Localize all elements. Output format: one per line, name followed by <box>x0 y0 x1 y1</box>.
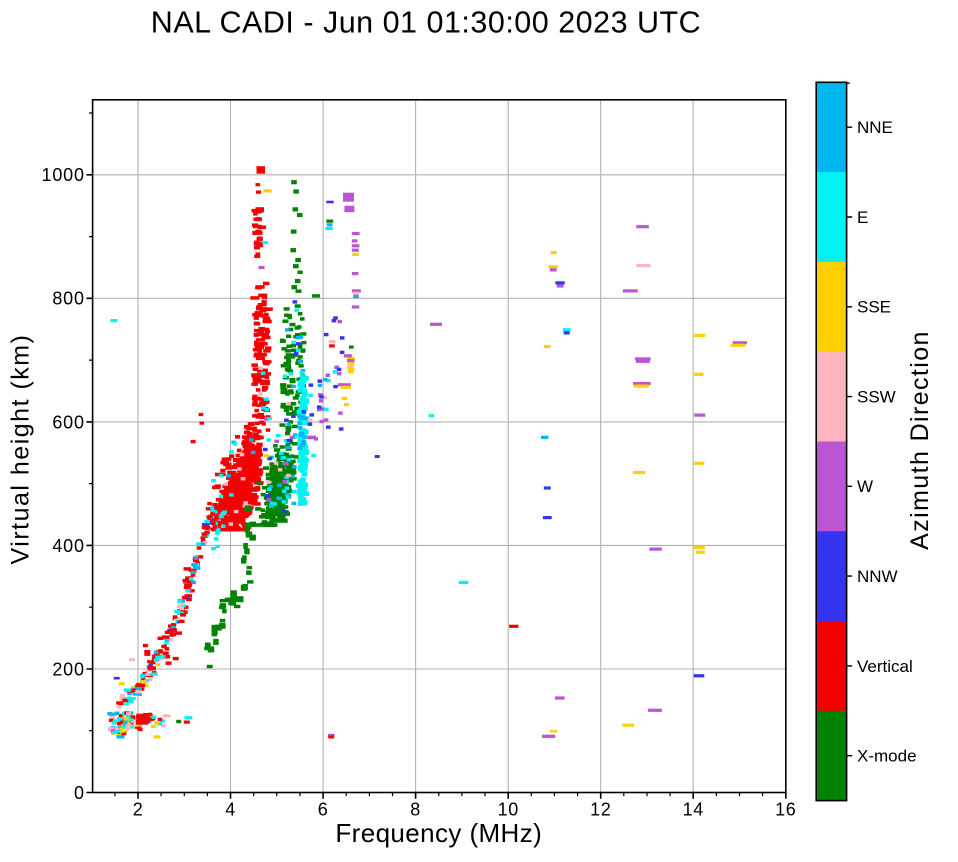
svg-text:W: W <box>857 477 873 496</box>
svg-text:1000: 1000 <box>42 165 85 185</box>
svg-text:2: 2 <box>133 799 144 819</box>
svg-text:0: 0 <box>74 783 85 803</box>
svg-text:10: 10 <box>498 799 519 819</box>
svg-text:8: 8 <box>410 799 421 819</box>
svg-text:Vertical: Vertical <box>857 657 913 676</box>
svg-text:X-mode: X-mode <box>857 747 917 766</box>
svg-text:600: 600 <box>52 412 84 432</box>
svg-text:4: 4 <box>225 799 236 819</box>
svg-text:SSW: SSW <box>857 388 896 407</box>
svg-text:Virtual height (km): Virtual height (km) <box>7 334 35 565</box>
svg-text:NAL CADI - Jun 01 01:30:00 202: NAL CADI - Jun 01 01:30:00 2023 UTC <box>151 5 701 39</box>
svg-text:200: 200 <box>52 659 84 679</box>
svg-text:12: 12 <box>590 799 611 819</box>
svg-text:14: 14 <box>683 799 704 819</box>
svg-text:E: E <box>857 208 868 227</box>
svg-text:NNE: NNE <box>857 118 893 137</box>
svg-text:16: 16 <box>775 799 796 819</box>
svg-text:Azimuth Direction: Azimuth Direction <box>906 330 934 550</box>
svg-text:400: 400 <box>52 536 84 556</box>
svg-text:NNW: NNW <box>857 567 898 586</box>
svg-text:Frequency (MHz): Frequency (MHz) <box>335 818 542 848</box>
svg-text:800: 800 <box>52 289 84 309</box>
svg-text:SSE: SSE <box>857 298 891 317</box>
svg-text:6: 6 <box>318 799 329 819</box>
